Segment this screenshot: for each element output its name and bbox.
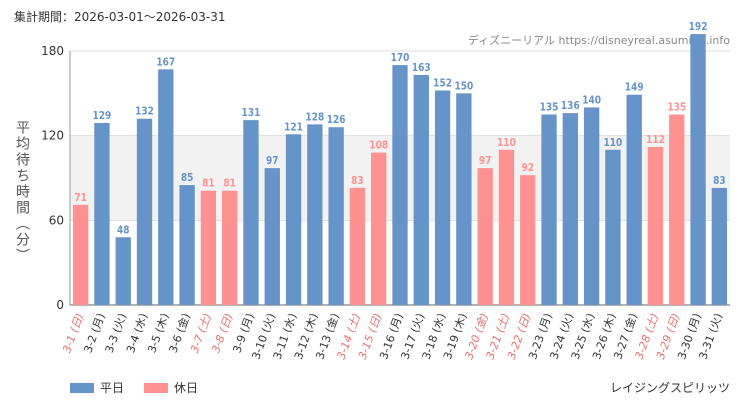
bar xyxy=(456,93,472,305)
bar xyxy=(158,69,174,305)
data-label: 81 xyxy=(223,178,236,190)
data-label: 97 xyxy=(479,155,492,167)
y-tick-label: 120 xyxy=(41,129,64,143)
bar xyxy=(477,168,493,305)
data-label: 48 xyxy=(117,225,130,237)
bar xyxy=(349,187,366,305)
bar xyxy=(371,152,387,305)
data-label: 131 xyxy=(242,107,261,119)
legend-label-holiday: 休日 xyxy=(174,381,199,395)
data-label: 110 xyxy=(603,137,622,149)
y-tick-label: 180 xyxy=(41,44,64,58)
bar xyxy=(434,90,451,305)
data-label: 83 xyxy=(713,175,726,187)
bar xyxy=(626,94,642,305)
y-tick-label: 0 xyxy=(56,298,64,312)
data-label: 150 xyxy=(454,81,473,93)
data-label: 83 xyxy=(351,175,364,187)
data-label: 192 xyxy=(689,21,708,33)
bar xyxy=(392,65,408,305)
source-credit: ディズニーリアル https://disneyreal.asumirai.inf… xyxy=(467,34,730,47)
data-label: 129 xyxy=(93,110,112,122)
bar xyxy=(115,237,131,305)
data-label: 136 xyxy=(561,100,580,112)
data-label: 167 xyxy=(156,57,175,69)
bar xyxy=(222,190,238,305)
period-label: 集計期間：2026-03-01〜2026-03-31 xyxy=(14,10,226,24)
bar xyxy=(136,118,153,305)
legend-swatch-weekday xyxy=(70,382,94,393)
legend-label-weekday: 平日 xyxy=(100,381,125,395)
bar xyxy=(285,134,302,305)
bar xyxy=(711,187,728,305)
attraction-name: レイジングスピリッツ xyxy=(609,381,730,395)
data-label: 170 xyxy=(391,52,410,64)
bar xyxy=(72,204,89,305)
data-label: 110 xyxy=(497,137,516,149)
data-label: 135 xyxy=(667,102,686,114)
data-label: 132 xyxy=(135,106,154,118)
bar xyxy=(413,74,429,305)
data-label: 81 xyxy=(202,178,215,190)
legend: 平日 休日 xyxy=(70,379,218,396)
legend-item-holiday: 休日 xyxy=(144,379,198,396)
data-label: 71 xyxy=(74,192,87,204)
legend-item-weekday: 平日 xyxy=(70,379,124,396)
data-label: 121 xyxy=(284,122,303,134)
data-label: 135 xyxy=(540,102,559,114)
bar xyxy=(328,127,344,305)
data-label: 140 xyxy=(582,95,601,107)
bar xyxy=(690,34,706,306)
bar xyxy=(307,124,323,305)
y-tick-label: 60 xyxy=(49,213,64,227)
bar xyxy=(605,149,621,305)
data-label: 152 xyxy=(433,78,452,90)
data-label: 128 xyxy=(305,112,324,124)
bar xyxy=(520,175,536,305)
data-label: 149 xyxy=(625,82,644,94)
bar xyxy=(498,149,515,305)
bar xyxy=(94,122,110,305)
data-label: 85 xyxy=(181,172,194,184)
bar xyxy=(243,120,259,306)
bar xyxy=(264,168,280,305)
bar xyxy=(200,190,217,305)
bar xyxy=(647,146,664,305)
bar xyxy=(583,107,600,305)
data-label: 92 xyxy=(521,162,534,174)
bar xyxy=(541,114,557,305)
bar xyxy=(179,185,195,305)
bar xyxy=(562,113,578,305)
data-label: 97 xyxy=(266,155,279,167)
legend-swatch-holiday xyxy=(144,382,169,393)
data-label: 112 xyxy=(646,134,665,146)
data-label: 163 xyxy=(412,62,431,74)
data-label: 126 xyxy=(327,114,346,126)
data-label: 108 xyxy=(369,140,388,152)
bar xyxy=(669,114,685,305)
y-axis-label: 平均待ち時間（分） xyxy=(14,120,30,264)
